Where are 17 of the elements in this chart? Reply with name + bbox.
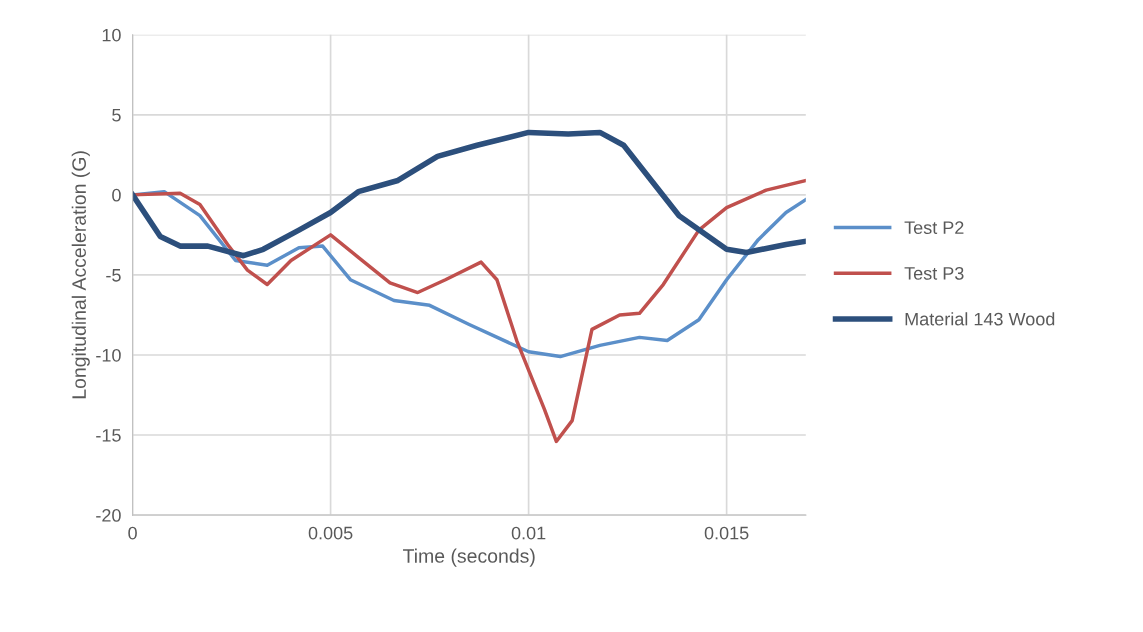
y-tick-label: -10 [96,348,121,362]
legend-label: Test P2 [904,221,964,235]
legend-label: Material 143 Wood [905,312,1055,326]
y-tick-label: 10 [102,28,121,42]
x-axis-title: Time (seconds) [403,548,535,567]
y-axis-title: Longitudinal Acceleration (G) [71,151,90,399]
y-tick-label: -5 [106,269,121,282]
y-tick-label: -20 [96,509,121,522]
x-tick-label: 0.005 [308,526,353,540]
y-tick-label: 0 [112,188,121,202]
legend-label: Test P3 [904,266,964,280]
y-tick-label: 5 [112,108,121,122]
x-tick-label: 0.015 [704,526,749,540]
y-tick-label: -15 [96,429,121,442]
line-series [132,178,806,444]
x-tick-label: 0.01 [511,526,546,540]
x-tick-label: 0 [128,526,137,540]
